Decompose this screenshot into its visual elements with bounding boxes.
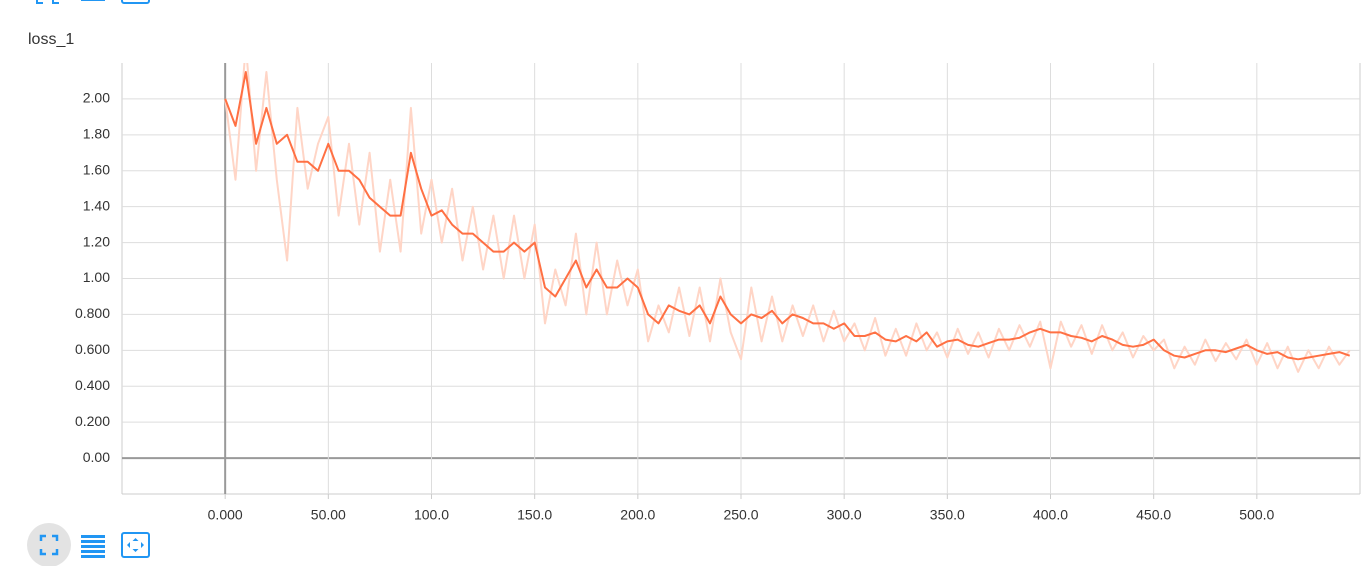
y-tick-label: 0.400 xyxy=(75,377,110,393)
x-tick-label: 100.0 xyxy=(414,507,449,523)
fullscreen-button[interactable] xyxy=(27,523,71,567)
bottom-toolbar xyxy=(27,523,150,567)
x-tick-label: 500.0 xyxy=(1239,507,1274,523)
y-tick-label: 2.00 xyxy=(83,90,110,106)
x-tick-label: 200.0 xyxy=(620,507,655,523)
y-tick-label: 0.00 xyxy=(83,449,110,465)
y-tick-label: 0.200 xyxy=(75,413,110,429)
y-tick-label: 1.20 xyxy=(83,233,110,249)
top-toolbar xyxy=(36,0,150,4)
x-tick-label: 400.0 xyxy=(1033,507,1068,523)
y-tick-label: 1.40 xyxy=(83,197,110,213)
y-tick-label: 0.800 xyxy=(75,305,110,321)
raw-line xyxy=(224,63,1351,373)
y-tick-label: 1.80 xyxy=(83,126,110,142)
fullscreen-icon-top[interactable] xyxy=(36,0,59,4)
y-tick-label: 1.60 xyxy=(83,161,110,177)
fit-icon-top[interactable] xyxy=(121,0,150,4)
chart-title: loss_1 xyxy=(28,31,74,48)
x-tick-label: 300.0 xyxy=(827,507,862,523)
x-tick-label: 350.0 xyxy=(930,507,965,523)
x-tick-label: 250.0 xyxy=(723,507,758,523)
x-tick-label: 0.000 xyxy=(208,507,243,523)
list-button[interactable] xyxy=(81,535,105,558)
x-tick-label: 450.0 xyxy=(1136,507,1171,523)
y-tick-label: 0.600 xyxy=(75,341,110,357)
fullscreen-icon xyxy=(39,534,59,556)
smoothed-line xyxy=(224,71,1351,361)
y-tick-label: 1.00 xyxy=(83,269,110,285)
list-icon-top[interactable] xyxy=(81,0,105,1)
x-tick-label: 50.00 xyxy=(311,507,346,523)
fit-domain-button[interactable] xyxy=(121,532,150,558)
x-tick-label: 150.0 xyxy=(517,507,552,523)
